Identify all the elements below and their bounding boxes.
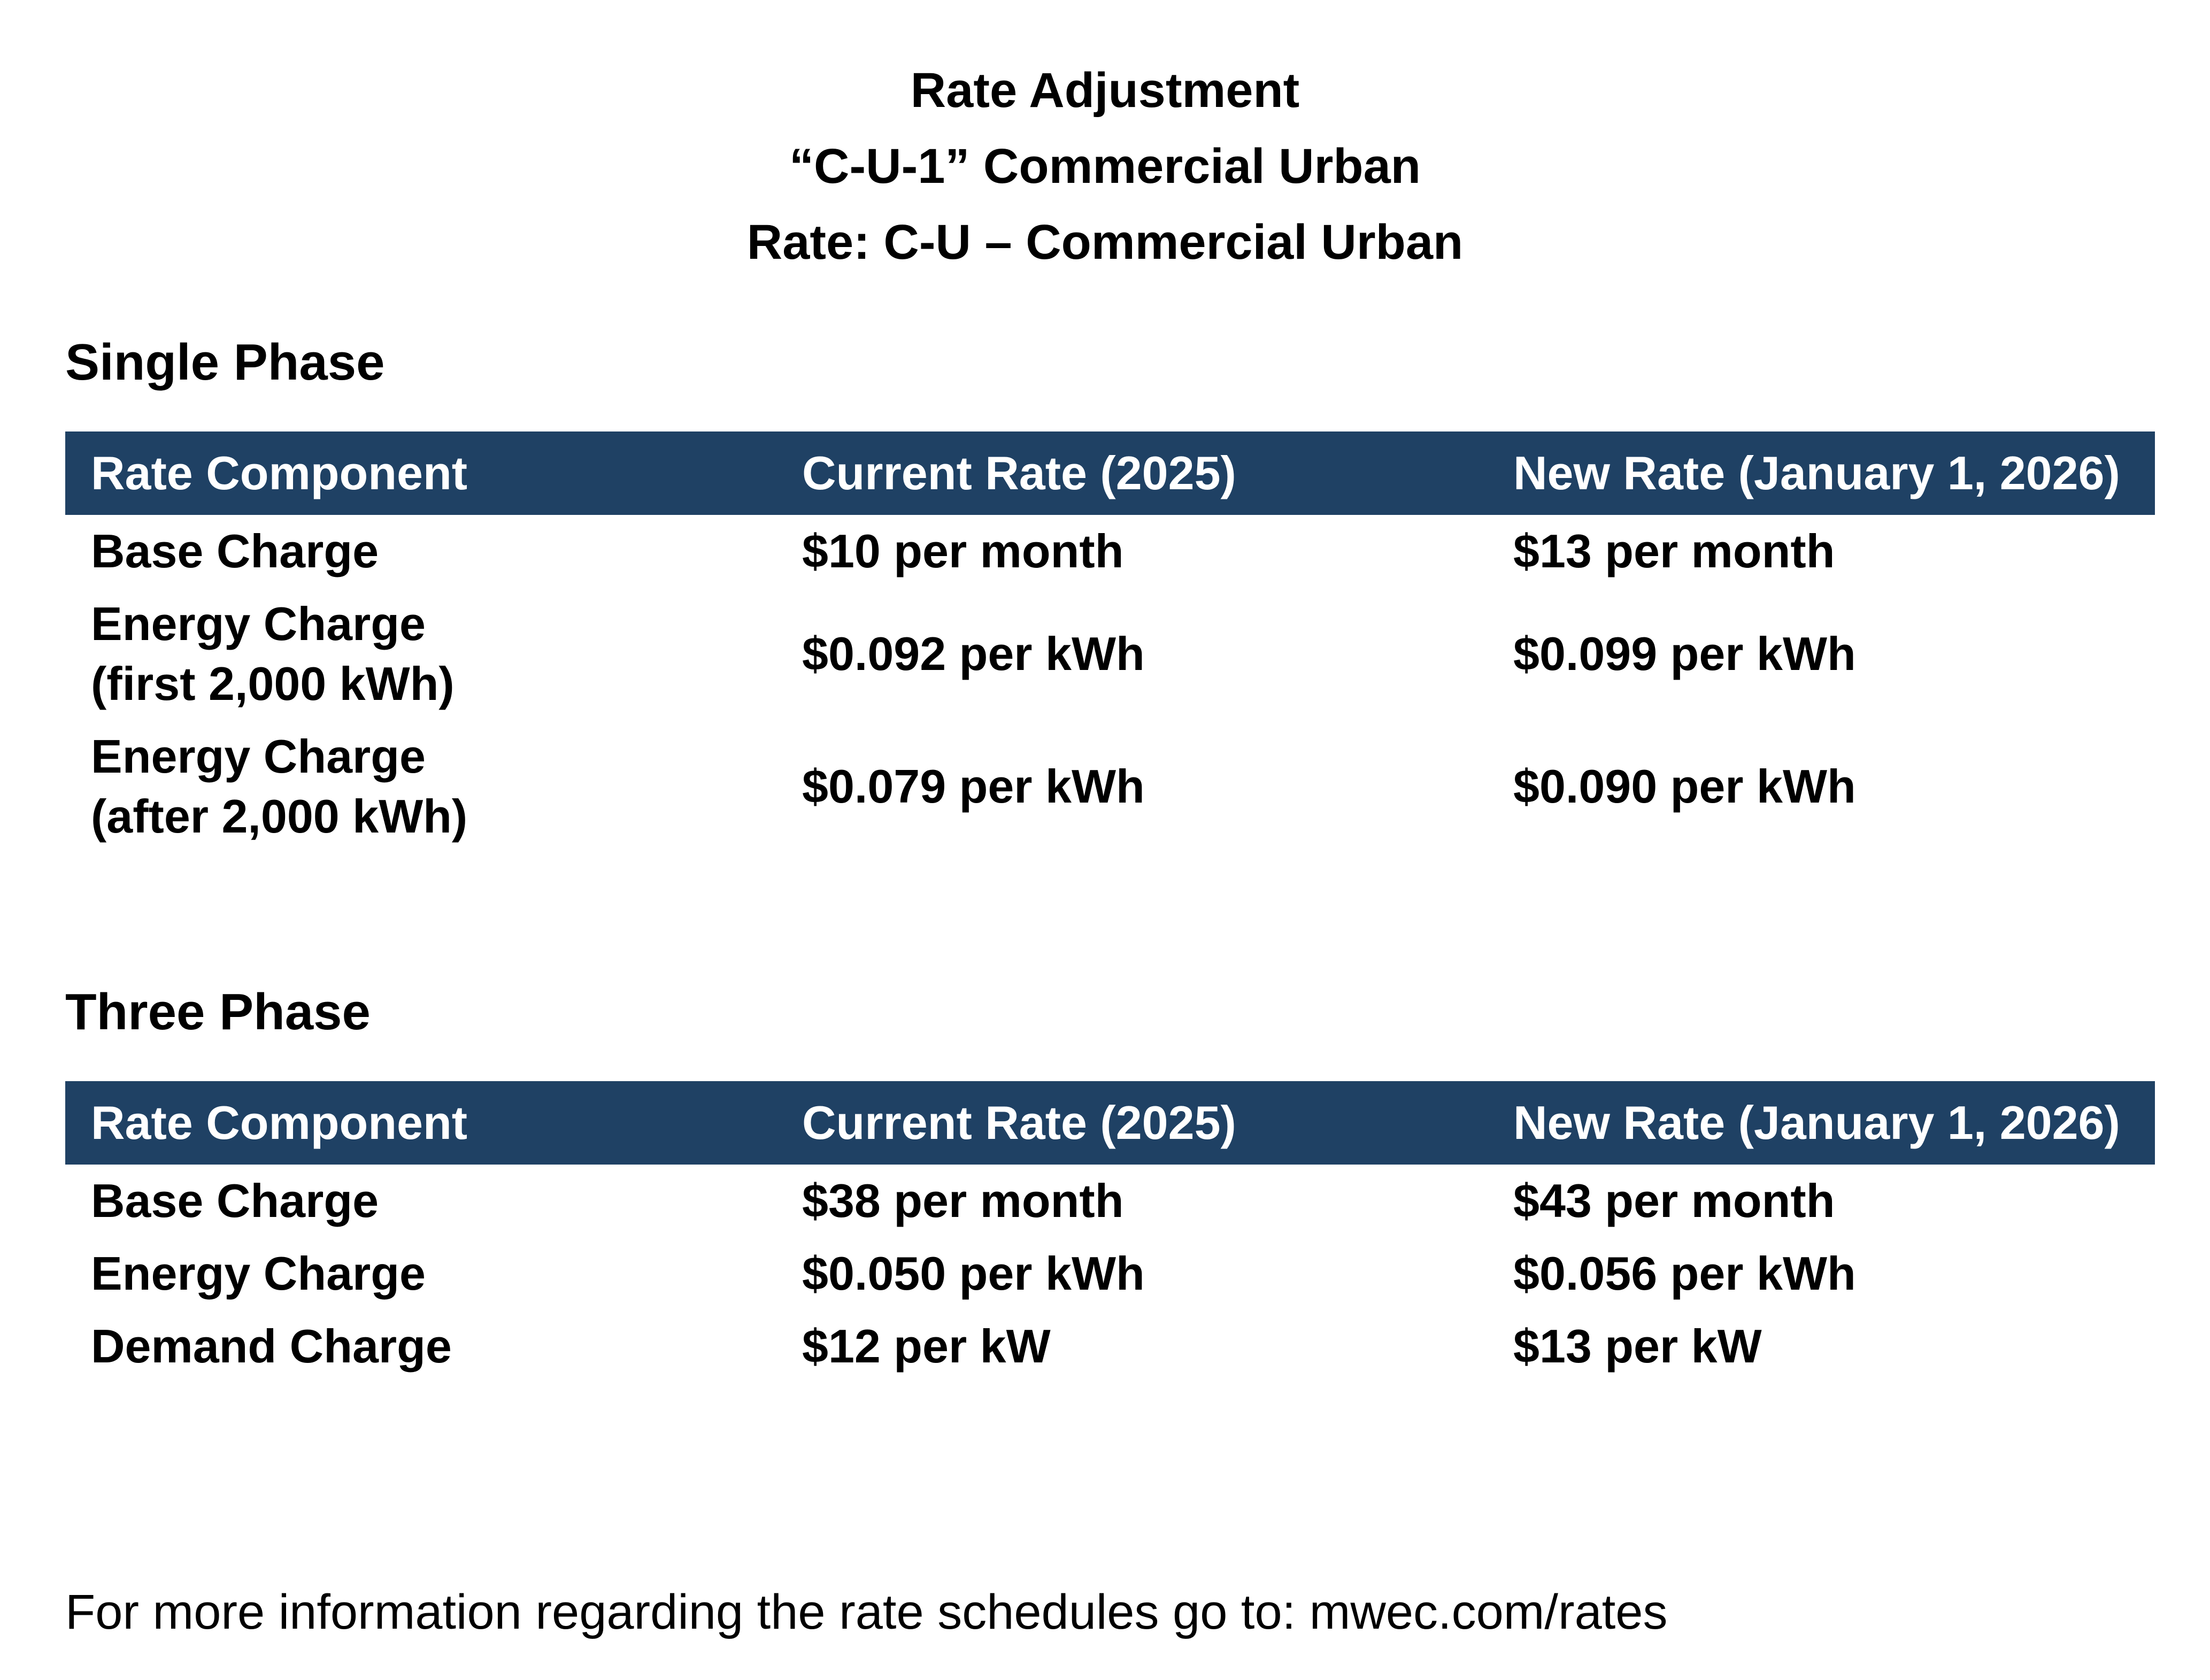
column-header-new-rate: New Rate (January 1, 2026)	[1488, 1081, 2155, 1165]
three-phase-rate-table: Rate Component Current Rate (2025) New R…	[65, 1081, 2155, 1383]
cell-current-rate: $38 per month	[802, 1174, 1124, 1227]
column-header-rate-component: Rate Component	[65, 1081, 776, 1165]
cell-new-rate: $0.056 per kWh	[1513, 1247, 1856, 1300]
rates-url-text: mwec.com/rates	[1309, 1585, 1668, 1639]
three-phase-table-body: Base Charge $38 per month $43 per month …	[65, 1165, 2155, 1383]
cell-rate-component: Energy Charge	[91, 1247, 426, 1300]
column-header-current-rate: Current Rate (2025)	[776, 431, 1488, 515]
footer-info-text: For more information regarding the rate …	[65, 1585, 1310, 1639]
column-header-new-rate: New Rate (January 1, 2026)	[1488, 431, 2155, 515]
cell-new-rate: $13 per month	[1513, 525, 1835, 577]
table-row: Energy Charge (first 2,000 kWh) $0.092 p…	[65, 588, 2155, 720]
table-row: Demand Charge $12 per kW $13 per kW	[65, 1310, 2155, 1383]
single-phase-rate-table: Rate Component Current Rate (2025) New R…	[65, 431, 2155, 853]
single-phase-table-body: Base Charge $10 per month $13 per month …	[65, 515, 2155, 853]
column-header-current-rate: Current Rate (2025)	[776, 1081, 1488, 1165]
cell-new-rate: $13 per kW	[1513, 1320, 1762, 1373]
table-row: Base Charge $38 per month $43 per month	[65, 1165, 2155, 1237]
cell-current-rate: $10 per month	[802, 525, 1124, 577]
cell-new-rate: $0.099 per kWh	[1513, 627, 1856, 680]
three-phase-header-row: Rate Component Current Rate (2025) New R…	[65, 1081, 2155, 1165]
cell-current-rate: $0.050 per kWh	[802, 1247, 1145, 1300]
three-phase-section: Three Phase Rate Component Current Rate …	[65, 981, 2155, 1383]
subtitle-rate-name: Rate: C-U – Commercial Urban	[746, 215, 1464, 269]
document-body: Single Phase Rate Component Current Rate…	[65, 332, 2155, 1383]
table-row: Energy Charge $0.050 per kWh $0.056 per …	[65, 1237, 2155, 1310]
page-title: Rate Adjustment	[910, 63, 1300, 118]
cell-rate-component: Demand Charge	[91, 1320, 452, 1373]
cell-current-rate: $12 per kW	[802, 1320, 1051, 1373]
cell-new-rate: $0.090 per kWh	[1513, 760, 1856, 813]
table-row: Base Charge $10 per month $13 per month	[65, 515, 2155, 588]
table-row: Energy Charge (after 2,000 kWh) $0.079 p…	[65, 720, 2155, 853]
cell-rate-component: Base Charge	[91, 1174, 379, 1227]
subtitle-rate-code: “C-U-1” Commercial Urban	[789, 139, 1421, 194]
single-phase-heading: Single Phase	[65, 334, 385, 391]
footer: For more information regarding the rate …	[65, 1583, 2210, 1642]
cell-new-rate: $43 per month	[1513, 1174, 1835, 1227]
cell-rate-component: Energy Charge (after 2,000 kWh)	[91, 730, 468, 843]
three-phase-heading: Three Phase	[65, 983, 371, 1041]
document-title-block: Rate Adjustment “C-U-1” Commercial Urban…	[0, 0, 2210, 280]
single-phase-section: Single Phase Rate Component Current Rate…	[65, 332, 2155, 853]
cell-current-rate: $0.092 per kWh	[802, 627, 1145, 680]
single-phase-header-row: Rate Component Current Rate (2025) New R…	[65, 431, 2155, 515]
column-header-rate-component: Rate Component	[65, 431, 776, 515]
cell-current-rate: $0.079 per kWh	[802, 760, 1145, 813]
cell-rate-component: Base Charge	[91, 525, 379, 577]
cell-rate-component: Energy Charge (first 2,000 kWh)	[91, 597, 455, 710]
